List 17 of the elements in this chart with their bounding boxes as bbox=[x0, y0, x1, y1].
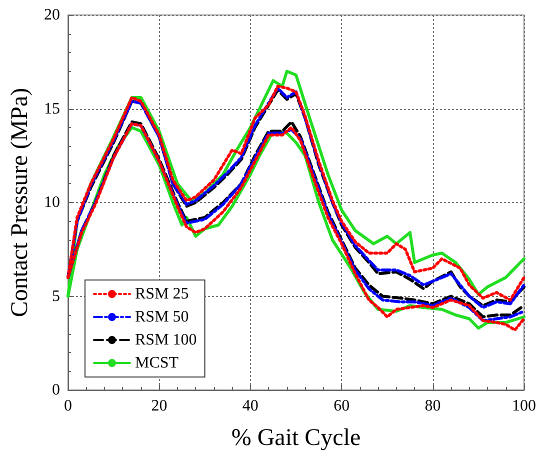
y-tick-label: 5 bbox=[52, 288, 60, 305]
y-axis-title: Contact Pressure (MPa) bbox=[7, 88, 33, 318]
x-tick-label: 40 bbox=[242, 398, 258, 414]
y-tick-label: 10 bbox=[44, 194, 60, 211]
legend-label: RSM 50 bbox=[135, 308, 189, 326]
x-tick-label: 0 bbox=[64, 398, 72, 414]
x-tick-label: 100 bbox=[512, 398, 536, 414]
x-tick-label: 80 bbox=[424, 398, 441, 414]
y-tick-label: 15 bbox=[44, 100, 60, 118]
x-axis-title: % Gait Cycle bbox=[231, 425, 361, 451]
legend-label: MCST bbox=[135, 354, 179, 372]
legend-label: RSM 25 bbox=[135, 286, 189, 302]
x-tick-label: 60 bbox=[334, 398, 350, 414]
y-tick-label: 20 bbox=[44, 6, 60, 24]
legend-label: RSM 100 bbox=[135, 332, 197, 348]
x-tick-label: 20 bbox=[151, 398, 168, 414]
y-tick-label: 0 bbox=[52, 382, 60, 398]
